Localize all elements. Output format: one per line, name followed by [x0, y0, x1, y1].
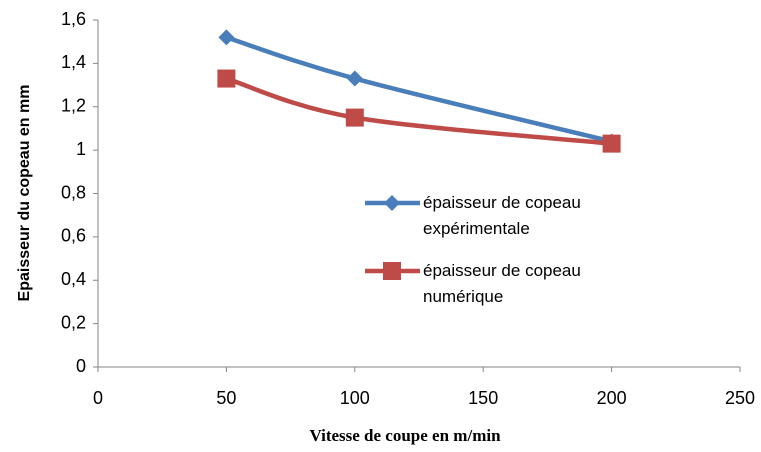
- y-tick-label: 0: [76, 356, 86, 376]
- legend-label: épaisseur de copeau numérique: [423, 261, 581, 306]
- data-point: [217, 69, 236, 88]
- x-tick-label: 50: [216, 388, 236, 408]
- legend-marker: [384, 195, 400, 211]
- x-tick-label: 250: [725, 388, 755, 408]
- x-tick-label: 200: [597, 388, 627, 408]
- data-point: [602, 134, 621, 153]
- series-line: [225, 76, 612, 146]
- legend-label: épaisseur de copeau expérimentale: [423, 193, 581, 238]
- y-tick-label: 0,2: [61, 312, 86, 332]
- y-tick-label: 1,4: [61, 52, 86, 72]
- y-tick-label: 0,6: [61, 226, 86, 246]
- x-tick-label: 100: [340, 388, 370, 408]
- y-tick-label: 1: [76, 139, 86, 159]
- x-axis-title: Vitesse de coupe en m/min: [309, 426, 501, 445]
- series-line: [225, 35, 613, 144]
- data-point: [345, 108, 364, 127]
- y-tick-label: 1,2: [61, 96, 86, 116]
- y-tick-label: 0,4: [61, 269, 86, 289]
- data-point: [346, 70, 363, 87]
- y-tick-label: 1,6: [61, 9, 86, 29]
- legend-marker: [383, 262, 401, 280]
- x-tick-label: 0: [93, 388, 103, 408]
- y-axis-title: Epaisseur du copeau en mm: [16, 85, 33, 302]
- data-point: [218, 29, 235, 46]
- y-tick-label: 0,8: [61, 182, 86, 202]
- x-tick-label: 150: [468, 388, 498, 408]
